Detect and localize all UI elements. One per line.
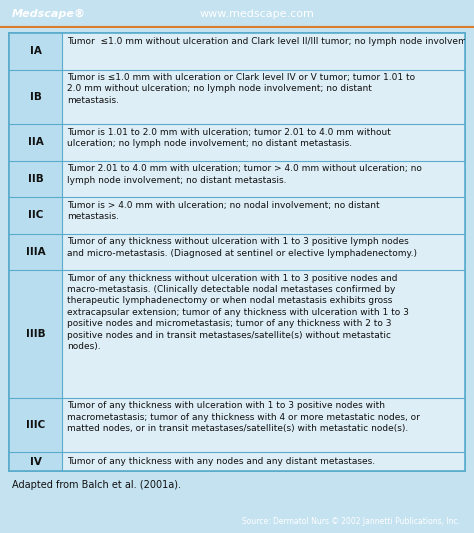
Text: Tumor of any thickness without ulceration with 1 to 3 positive lymph nodes
and m: Tumor of any thickness without ulceratio… [67,237,417,257]
Bar [62,270,465,398]
Text: Tumor of any thickness with ulceration with 1 to 3 positive nodes with
macrometa: Tumor of any thickness with ulceration w… [67,401,420,433]
Text: IIA: IIA [28,138,44,148]
Text: Source: Dermatol Nurs © 2002 Jannetti Publications, Inc.: Source: Dermatol Nurs © 2002 Jannetti Pu… [242,518,460,526]
Text: IIC: IIC [28,211,43,220]
Text: IIB: IIB [28,174,44,184]
Text: IIIA: IIIA [26,247,46,257]
Bar [62,453,465,471]
Text: www.medscape.com: www.medscape.com [199,10,314,19]
Text: IIIC: IIIC [26,420,46,430]
Bar [9,69,62,124]
Text: Tumor is > 4.0 mm with ulceration; no nodal involvement; no distant
metastasis.: Tumor is > 4.0 mm with ulceration; no no… [67,200,380,221]
Text: Tumor 2.01 to 4.0 mm with ulceration; tumor > 4.0 mm without ulceration; no
lymp: Tumor 2.01 to 4.0 mm with ulceration; tu… [67,164,422,184]
Bar [9,453,62,471]
Bar [62,197,465,233]
Bar [62,233,465,270]
Text: Medscape®: Medscape® [12,10,86,19]
Bar [62,398,465,453]
Text: Tumor of any thickness with any nodes and any distant metastases.: Tumor of any thickness with any nodes an… [67,457,375,466]
Text: Tumor is 1.01 to 2.0 mm with ulceration; tumor 2.01 to 4.0 mm without
ulceration: Tumor is 1.01 to 2.0 mm with ulceration;… [67,128,391,148]
Text: IV: IV [30,457,42,466]
Text: IIIB: IIIB [26,329,46,339]
Bar [62,33,465,69]
Text: Tumor of any thickness without ulceration with 1 to 3 positive nodes and
macro-m: Tumor of any thickness without ulceratio… [67,273,409,351]
Bar [9,160,62,197]
Bar [9,124,62,160]
Bar [9,398,62,453]
Bar [9,33,62,69]
Bar [9,233,62,270]
Text: Tumor is ≤1.0 mm with ulceration or Clark level IV or V tumor; tumor 1.01 to
2.0: Tumor is ≤1.0 mm with ulceration or Clar… [67,73,415,105]
Bar [62,69,465,124]
Text: Tumor  ≤1.0 mm without ulceration and Clark level II/III tumor; no lymph node in: Tumor ≤1.0 mm without ulceration and Cla… [67,37,474,45]
Text: IB: IB [30,92,42,102]
Bar [9,197,62,233]
Bar [62,124,465,160]
Text: IA: IA [30,46,42,56]
Bar [62,160,465,197]
Bar [9,270,62,398]
Text: Adapted from Balch et al. (2001a).: Adapted from Balch et al. (2001a). [12,480,181,490]
